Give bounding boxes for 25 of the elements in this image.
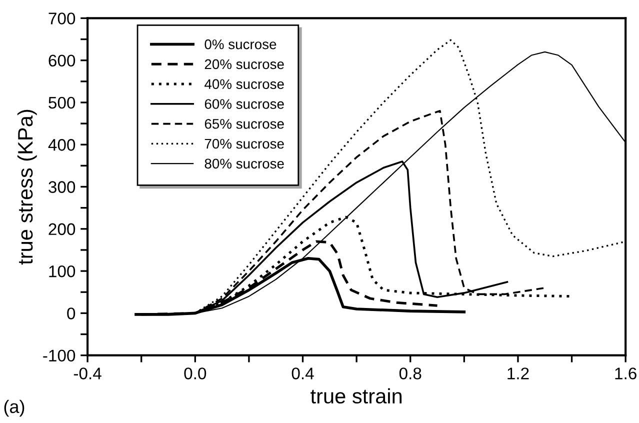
x-tick-label: -0.4 — [74, 368, 102, 380]
y-axis-title: true stress (KPa) — [17, 110, 37, 265]
x-tick-label: 1.6 — [615, 368, 636, 380]
y-tick-label: 400 — [48, 139, 76, 151]
x-tick-label: 0.8 — [399, 368, 422, 380]
y-tick-label: 600 — [48, 54, 76, 67]
x-tick-label: 1.2 — [508, 368, 529, 380]
y-tick-label: 500 — [48, 96, 76, 109]
legend-label: 0% sucrose — [204, 39, 276, 50]
legend-label: 65% sucrose — [204, 118, 284, 129]
x-tick-label: 0.0 — [184, 368, 206, 380]
x-tick-label: 0.4 — [292, 368, 314, 380]
legend-label: 70% sucrose — [204, 138, 284, 149]
y-tick-label: 0 — [67, 308, 76, 320]
y-tick-label: 200 — [48, 223, 76, 236]
legend-label: 60% sucrose — [204, 99, 284, 109]
legend-label: 20% sucrose — [204, 59, 284, 70]
y-tick-label: 700 — [48, 12, 76, 24]
x-axis-title: true strain — [310, 388, 402, 404]
y-tick-label: 100 — [49, 265, 76, 278]
legend-label: 80% sucrose — [204, 158, 284, 169]
y-tick-label: 300 — [48, 181, 76, 193]
legend-label: 40% sucrose — [204, 79, 284, 90]
y-tick-label: -100 — [43, 350, 76, 362]
text: (a) — [4, 400, 24, 417]
